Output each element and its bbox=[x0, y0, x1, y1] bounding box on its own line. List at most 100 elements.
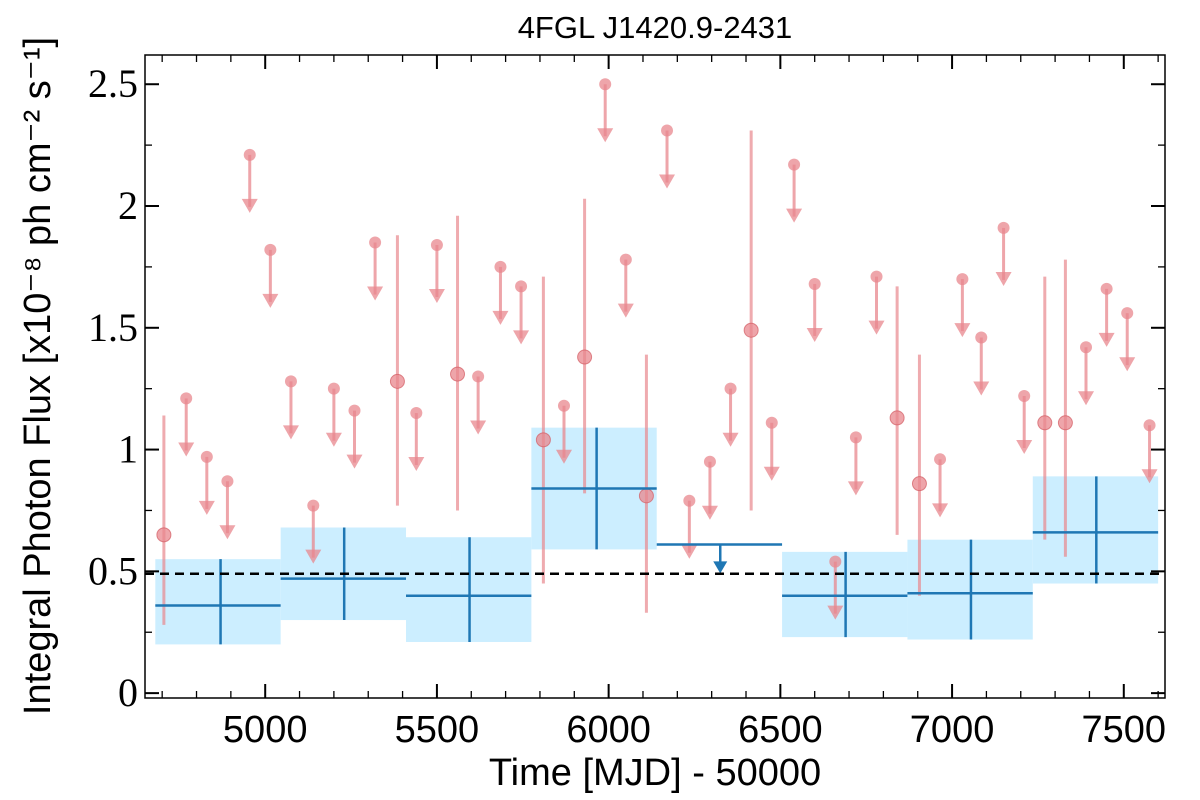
upper-limit-arrow-head bbox=[1119, 357, 1136, 372]
upper-limit-arrow-head bbox=[701, 505, 718, 520]
upper-limit-marker bbox=[829, 555, 842, 568]
fine-upper-limit-0 bbox=[178, 392, 195, 457]
fine-detection-0 bbox=[156, 415, 172, 625]
y-tick-label: 2 bbox=[118, 183, 138, 228]
y-tick-label: 0 bbox=[118, 670, 138, 715]
upper-limit-marker bbox=[599, 78, 612, 91]
upper-limit-marker bbox=[956, 273, 969, 286]
upper-limit-arrow-head bbox=[847, 481, 864, 496]
fine-detection-marker bbox=[1037, 415, 1053, 431]
fine-upper-limit-29 bbox=[954, 273, 971, 338]
coarse-bin-3 bbox=[531, 427, 657, 550]
upper-limit-arrow-head bbox=[555, 449, 572, 464]
upper-limit-arrow-head bbox=[597, 128, 614, 143]
fine-detection-7 bbox=[889, 286, 905, 535]
fine-upper-limit-26 bbox=[847, 431, 864, 496]
fine-detection-8 bbox=[911, 354, 927, 596]
fine-detection-1 bbox=[389, 235, 405, 506]
upper-limit-arrow-head bbox=[428, 288, 445, 303]
fine-upper-limit-36 bbox=[1141, 419, 1158, 484]
fine-detection-3 bbox=[535, 276, 551, 584]
upper-limit-marker bbox=[788, 158, 801, 171]
upper-limit-marker bbox=[494, 260, 507, 273]
fine-upper-limit-5 bbox=[282, 375, 299, 440]
upper-limit-arrow-head bbox=[617, 303, 634, 318]
fine-upper-limit-11 bbox=[428, 238, 445, 303]
fine-upper-limit-7 bbox=[325, 382, 342, 447]
upper-limit-arrow-head bbox=[995, 271, 1012, 286]
upper-limit-marker bbox=[243, 148, 256, 161]
upper-limit-marker bbox=[1143, 419, 1156, 432]
y-axis-label: Integral Photon Flux [x10⁻⁸ ph cm⁻² s⁻¹] bbox=[17, 37, 59, 715]
fine-detection-marker bbox=[156, 527, 172, 543]
fine-upper-limit-2 bbox=[219, 475, 236, 540]
fine-upper-limit-17 bbox=[617, 253, 634, 318]
fine-detection-marker bbox=[638, 488, 654, 504]
coarse-upper-limit-0 bbox=[656, 543, 783, 574]
upper-limit-marker bbox=[765, 416, 778, 429]
x-tick-label: 6000 bbox=[566, 709, 651, 751]
fine-detection-marker bbox=[1057, 415, 1073, 431]
fine-upper-limit-3 bbox=[241, 148, 258, 213]
upper-limit-marker bbox=[472, 370, 485, 383]
fine-upper-limit-6 bbox=[305, 499, 322, 564]
upper-limit-marker bbox=[934, 453, 947, 466]
upper-limit-marker bbox=[515, 280, 528, 293]
fine-detection-9 bbox=[1037, 276, 1053, 540]
coarse-upper-limit-arrow-head bbox=[713, 561, 728, 574]
fine-upper-limit-31 bbox=[995, 221, 1012, 286]
upper-limit-arrow-head bbox=[973, 381, 990, 396]
x-tick-label: 5000 bbox=[223, 709, 308, 751]
x-tick-label: 5500 bbox=[395, 709, 480, 751]
upper-limit-marker bbox=[327, 382, 340, 395]
upper-limit-marker bbox=[348, 404, 361, 417]
fine-upper-limit-9 bbox=[367, 236, 384, 301]
upper-limit-arrow-head bbox=[178, 442, 195, 457]
fine-upper-limit-23 bbox=[786, 158, 803, 223]
coarse-bin-band-0 bbox=[155, 559, 281, 645]
coarse-bin-2 bbox=[406, 537, 532, 642]
upper-limit-marker bbox=[557, 399, 570, 412]
upper-limit-arrow-head bbox=[492, 310, 509, 325]
fine-upper-limit-13 bbox=[492, 260, 509, 325]
fine-upper-limit-33 bbox=[1078, 341, 1095, 406]
upper-limit-arrow-head bbox=[763, 466, 780, 481]
x-axis-label: Time [MJD] - 50000 bbox=[489, 752, 821, 794]
upper-limit-arrow-head bbox=[1078, 391, 1095, 406]
fine-upper-limit-28 bbox=[932, 453, 949, 518]
upper-limit-arrow-head bbox=[305, 549, 322, 564]
upper-limit-arrow-head bbox=[1016, 440, 1033, 455]
upper-limit-marker bbox=[724, 382, 737, 395]
upper-limit-arrow-head bbox=[681, 544, 698, 559]
upper-limit-marker bbox=[870, 270, 883, 283]
upper-limit-marker bbox=[703, 455, 716, 468]
fine-upper-limit-22 bbox=[763, 416, 780, 481]
coarse-bin-6 bbox=[1032, 476, 1159, 584]
fine-upper-limit-8 bbox=[346, 404, 363, 469]
fine-detection-marker bbox=[911, 476, 927, 492]
fine-upper-limit-10 bbox=[408, 407, 425, 472]
fine-detection-4 bbox=[577, 198, 593, 494]
upper-limit-arrow-head bbox=[325, 432, 342, 447]
fine-upper-limit-18 bbox=[659, 124, 676, 189]
upper-limit-marker bbox=[975, 331, 988, 344]
x-tick-label: 7000 bbox=[910, 709, 995, 751]
plot-frame bbox=[144, 54, 1166, 699]
x-tick-label: 6500 bbox=[738, 709, 823, 751]
upper-limit-arrow-head bbox=[346, 454, 363, 469]
upper-limit-arrow-head bbox=[827, 605, 844, 620]
fine-detection-marker bbox=[889, 410, 905, 426]
upper-limit-arrow-head bbox=[722, 432, 739, 447]
upper-limit-marker bbox=[200, 450, 213, 463]
upper-limit-arrow-head bbox=[954, 323, 971, 338]
fine-upper-limit-34 bbox=[1098, 282, 1115, 347]
upper-limit-arrow-head bbox=[806, 327, 823, 342]
fine-detection-marker bbox=[450, 366, 466, 382]
fine-upper-limit-16 bbox=[597, 78, 614, 143]
upper-limit-marker bbox=[1080, 341, 1093, 354]
upper-limit-marker bbox=[997, 221, 1010, 234]
y-tick-label: 1.5 bbox=[88, 305, 138, 350]
fine-upper-limit-19 bbox=[681, 494, 698, 559]
fine-upper-limit-4 bbox=[262, 243, 279, 308]
